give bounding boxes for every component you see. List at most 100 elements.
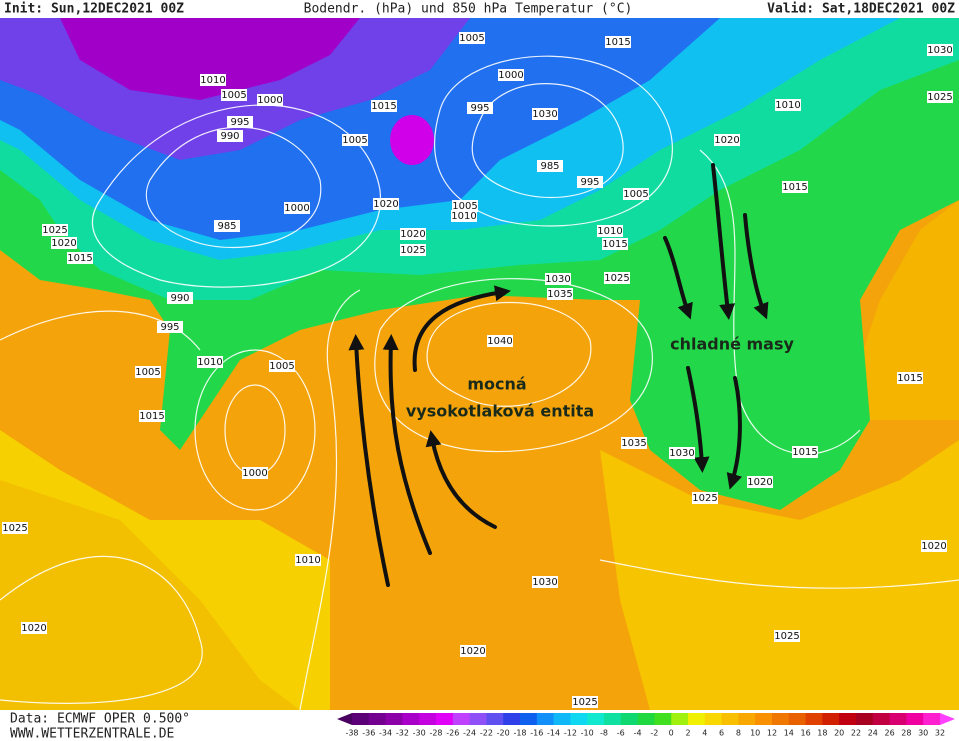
scale-swatch — [688, 713, 706, 725]
scale-tick-label: -18 — [513, 729, 526, 738]
label-box — [167, 292, 193, 304]
isobar-label: 1010 — [775, 100, 800, 111]
isobar-label: 1015 — [605, 37, 630, 48]
label-box — [545, 273, 571, 285]
label-box — [227, 116, 253, 128]
scale-tick-label: -24 — [463, 729, 476, 738]
scale-swatch — [671, 713, 689, 725]
scale-tick-label: -22 — [480, 729, 493, 738]
label-box — [157, 321, 183, 333]
scale-swatch — [436, 713, 454, 725]
label-box — [775, 99, 801, 111]
label-box — [373, 198, 399, 210]
scale-arrow — [940, 713, 955, 725]
scale-swatch — [503, 713, 521, 725]
label-box — [42, 224, 68, 236]
isobar-label: 1020 — [747, 477, 772, 488]
isobar-label: 990 — [170, 293, 189, 304]
scale-swatch — [654, 713, 672, 725]
scale-tick-label: -4 — [634, 729, 642, 738]
label-box — [714, 134, 740, 146]
isobar-label: 1010 — [197, 357, 222, 368]
annotation: chladné masy — [670, 335, 794, 354]
scale-swatch — [486, 713, 504, 725]
scale-swatch — [452, 713, 471, 725]
isobar-label: 1005 — [459, 33, 484, 44]
scale-swatch — [721, 713, 739, 725]
scale-tick-label: 10 — [750, 729, 760, 738]
scale-tick-label: -12 — [564, 729, 577, 738]
scale-tick-label: 2 — [685, 729, 690, 738]
isobar-label: 1000 — [498, 70, 523, 81]
label-box — [197, 356, 223, 368]
isobar-label: 1010 — [451, 211, 476, 222]
label-box — [547, 288, 573, 300]
scale-tick-label: -38 — [345, 729, 358, 738]
isobar-label: 1030 — [532, 109, 557, 120]
isobar-label: 1035 — [621, 438, 646, 449]
label-box — [135, 366, 161, 378]
scale-swatch — [637, 713, 655, 725]
isobar-label: 995 — [230, 117, 249, 128]
isobar-label: 1015 — [67, 253, 92, 264]
isobar-label: 1010 — [295, 555, 320, 566]
label-box — [537, 160, 563, 172]
scale-swatch — [570, 713, 588, 725]
label-box — [605, 36, 631, 48]
scale-swatch — [536, 713, 555, 725]
label-box — [67, 252, 93, 264]
label-box — [597, 225, 623, 237]
isobar-label: 1010 — [200, 75, 225, 86]
scale-tick-label: -34 — [379, 729, 392, 738]
isobar-label: 1005 — [342, 135, 367, 146]
label-box — [747, 476, 773, 488]
label-box — [400, 228, 426, 240]
scale-swatch — [604, 713, 622, 725]
label-box — [921, 540, 947, 552]
isobar-label: 1005 — [135, 367, 160, 378]
label-box — [284, 202, 310, 214]
isobar-label: 1025 — [604, 273, 629, 284]
label-box — [602, 238, 628, 250]
label-box — [221, 89, 247, 101]
scale-swatch — [755, 713, 773, 725]
isobar-label: 1020 — [460, 646, 485, 657]
isobar-label: 1020 — [714, 135, 739, 146]
isobar-label: 1015 — [792, 447, 817, 458]
isobar-label: 1015 — [602, 239, 627, 250]
scale-tick-label: 8 — [736, 729, 741, 738]
isobar-label: 1025 — [927, 92, 952, 103]
label-box — [2, 522, 28, 534]
scale-tick-label: -2 — [650, 729, 658, 738]
label-box — [342, 134, 368, 146]
isobar-label: 1005 — [269, 361, 294, 372]
label-box — [214, 220, 240, 232]
isobar-label: 1005 — [623, 189, 648, 200]
scale-swatch — [738, 713, 756, 725]
scale-swatch — [620, 713, 639, 725]
isobar-label: 1015 — [897, 373, 922, 384]
annotations: mocná vysokotlaková entita chladné masy — [406, 335, 795, 421]
scale-swatch — [906, 713, 924, 725]
scale-tick-label: -36 — [362, 729, 375, 738]
isobar-label: 1030 — [927, 45, 952, 56]
scale-tick-label: -28 — [429, 729, 442, 738]
annotation: mocná — [467, 375, 526, 394]
label-box — [532, 108, 558, 120]
scale-swatch — [788, 713, 807, 725]
label-box — [669, 447, 695, 459]
scale-tick-label: 30 — [918, 729, 928, 738]
label-box — [200, 74, 226, 86]
isobar-label: 995 — [470, 103, 489, 114]
isobar-label: 1015 — [782, 182, 807, 193]
color-scale: -38 -36 -34 -32 -30 -28 -26 -24 -22 -20 -18 -16 -14-… — [337, 713, 955, 738]
isobar-label: 1005 — [452, 201, 477, 212]
label-box — [400, 244, 426, 256]
scale-tick-label: 28 — [901, 729, 911, 738]
label-box — [51, 237, 77, 249]
scale-tick-label: 6 — [719, 729, 724, 738]
scale-swatch — [822, 713, 840, 725]
label-box — [621, 437, 647, 449]
scale-arrow — [337, 713, 352, 725]
